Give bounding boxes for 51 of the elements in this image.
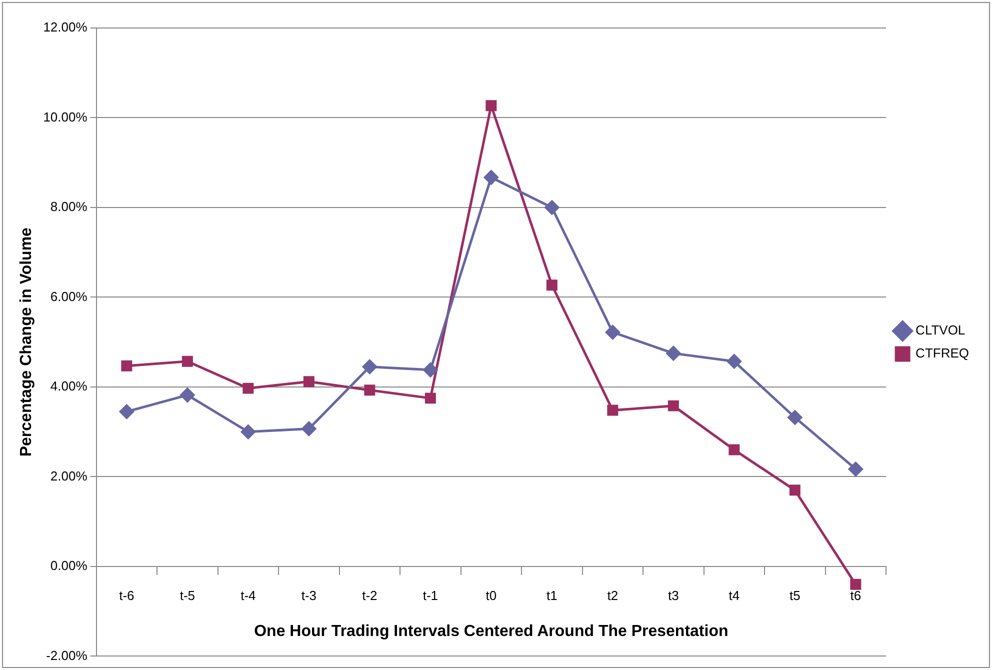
point <box>788 410 802 425</box>
point <box>607 404 618 416</box>
point <box>180 388 195 402</box>
point <box>546 280 558 291</box>
point <box>182 356 193 367</box>
point <box>364 384 376 396</box>
y-tick-label: 10.00% <box>43 109 88 124</box>
point <box>484 170 498 185</box>
y-tick-label: 4.00% <box>50 378 88 394</box>
x-tick-label: t2 <box>607 588 618 603</box>
point <box>605 324 620 340</box>
point <box>544 200 560 215</box>
y-tick-label: 2.00% <box>50 468 88 484</box>
point <box>119 404 134 419</box>
point <box>486 100 497 112</box>
x-tick-label: t-5 <box>180 588 196 603</box>
legend-label: CLTVOL <box>916 322 966 338</box>
y-tick-label: 6.00% <box>50 288 88 304</box>
y-tick-label: 12.00% <box>43 20 88 35</box>
point <box>424 392 436 404</box>
point <box>240 424 256 440</box>
point <box>302 421 316 436</box>
x-tick-label: t5 <box>790 588 800 603</box>
x-tick-label: t1 <box>546 588 558 603</box>
point <box>789 484 800 496</box>
x-axis-title: One Hour Trading Intervals Centered Around The Presentation <box>254 623 728 640</box>
point <box>850 578 862 590</box>
point <box>668 400 679 412</box>
point <box>728 444 740 456</box>
point <box>242 382 254 394</box>
x-tick-label: t0 <box>486 588 497 603</box>
point <box>121 360 132 372</box>
point <box>726 354 742 369</box>
x-tick-label: t3 <box>668 588 679 603</box>
legend-label: CTFREQ <box>916 346 970 361</box>
x-tick-label: t-2 <box>362 588 378 603</box>
x-tick-label: t-4 <box>240 588 256 603</box>
x-tick-label: t4 <box>728 588 740 603</box>
point <box>848 462 863 476</box>
y-tick-label: 0.00% <box>50 558 88 574</box>
point <box>423 362 438 378</box>
x-tick-label: t-1 <box>422 588 438 603</box>
point <box>303 376 314 388</box>
x-tick-label: t-3 <box>301 588 317 603</box>
point <box>362 360 377 374</box>
point <box>666 346 681 361</box>
x-tick-label: t6 <box>850 588 862 603</box>
y-tick-label: 8.00% <box>50 199 88 214</box>
x-tick-label: t-6 <box>119 588 134 603</box>
y-tick-label: -2.00% <box>46 648 88 663</box>
y-axis-title: Percentage Change in Volume <box>18 227 36 457</box>
